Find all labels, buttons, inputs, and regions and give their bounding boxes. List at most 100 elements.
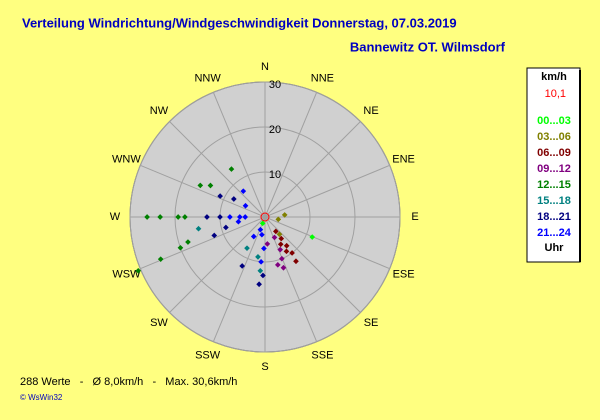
point	[289, 250, 295, 256]
point	[264, 241, 271, 247]
point	[217, 193, 223, 199]
r-tick-label: 30	[269, 79, 281, 91]
point	[236, 214, 243, 220]
grid-ring	[174, 126, 356, 308]
point	[258, 259, 264, 265]
spoke	[264, 121, 361, 218]
direction-label: SSE	[311, 349, 333, 361]
point	[177, 244, 184, 251]
legend-entry: 12...15	[537, 179, 571, 191]
point	[255, 254, 261, 260]
point	[157, 256, 164, 262]
point	[207, 182, 214, 189]
direction-label: W	[110, 211, 121, 223]
point	[195, 225, 202, 232]
legend-unit: Uhr	[545, 242, 565, 254]
legend-entry: 03...06	[537, 131, 571, 143]
point	[230, 196, 237, 202]
legend-value: 10,1	[545, 88, 566, 100]
point	[259, 220, 266, 227]
point	[256, 281, 262, 288]
point	[227, 214, 233, 220]
chart-subtitle: Bannewitz OT. Wilmsdorf	[350, 39, 506, 54]
spoke	[264, 92, 318, 218]
point	[309, 234, 316, 240]
point	[235, 218, 242, 225]
legend-entry: 18...21	[537, 211, 571, 223]
point	[239, 263, 246, 269]
point	[279, 255, 285, 262]
legend-box	[526, 67, 581, 263]
point	[283, 248, 290, 255]
spoke	[212, 92, 266, 218]
point	[259, 231, 265, 238]
point	[144, 214, 150, 220]
point	[257, 267, 264, 274]
direction-label: N	[261, 61, 269, 73]
point	[275, 216, 282, 223]
footer: 288 Werte - Ø 8,0km/h - Max. 30,6km/h	[20, 376, 237, 388]
chart-title: Verteilung Windrichtung/Windgeschwindigk…	[22, 15, 457, 30]
point	[175, 214, 181, 220]
point	[278, 235, 285, 242]
direction-label: SW	[150, 317, 168, 329]
spoke	[169, 121, 266, 218]
point	[157, 214, 163, 220]
point	[240, 188, 247, 194]
direction-label: E	[411, 211, 418, 223]
legend-entry: 06...09	[537, 147, 571, 159]
center	[260, 212, 270, 222]
direction-label: ESE	[393, 268, 415, 280]
point	[204, 214, 210, 220]
direction-label: SSW	[195, 349, 221, 361]
point	[276, 231, 283, 238]
direction-label: NNW	[194, 72, 221, 84]
r-tick-label: 20	[269, 124, 281, 136]
point	[281, 212, 288, 218]
point	[277, 241, 284, 248]
direction-label: WSW	[112, 268, 141, 280]
point	[274, 261, 281, 268]
point	[261, 245, 267, 252]
spoke	[212, 216, 266, 342]
point	[242, 214, 249, 220]
spoke	[140, 164, 266, 218]
direction-label: NE	[363, 105, 378, 117]
point	[271, 234, 278, 241]
legend-entry: 15...18	[537, 195, 571, 207]
point	[273, 228, 279, 235]
legend-entry: 09...12	[537, 163, 571, 175]
point	[283, 242, 290, 249]
grid-ring	[129, 81, 401, 353]
point	[211, 232, 218, 239]
point	[182, 214, 188, 220]
point	[250, 233, 257, 240]
point	[260, 272, 266, 279]
point	[217, 214, 223, 220]
point	[197, 182, 204, 189]
legend-title: km/h	[541, 71, 567, 83]
point	[280, 264, 287, 271]
point	[293, 258, 299, 265]
direction-label: NNE	[311, 72, 334, 84]
point	[277, 246, 284, 253]
point	[242, 202, 249, 209]
point	[257, 226, 264, 233]
direction-label: ENE	[392, 154, 415, 166]
point	[223, 224, 229, 231]
legend-entry: 00...03	[537, 115, 571, 127]
point	[244, 245, 250, 252]
point	[228, 166, 235, 172]
point	[135, 267, 142, 274]
legend-entry: 21...24	[537, 227, 572, 239]
point	[185, 239, 191, 245]
spoke	[169, 216, 266, 313]
r-tick-label: 10	[269, 169, 281, 181]
direction-label: S	[261, 361, 268, 373]
direction-label: SE	[364, 317, 379, 329]
direction-label: NW	[150, 105, 169, 117]
direction-label: WNW	[112, 154, 141, 166]
copyright: © WsWin32	[20, 393, 63, 402]
spoke	[264, 164, 390, 218]
